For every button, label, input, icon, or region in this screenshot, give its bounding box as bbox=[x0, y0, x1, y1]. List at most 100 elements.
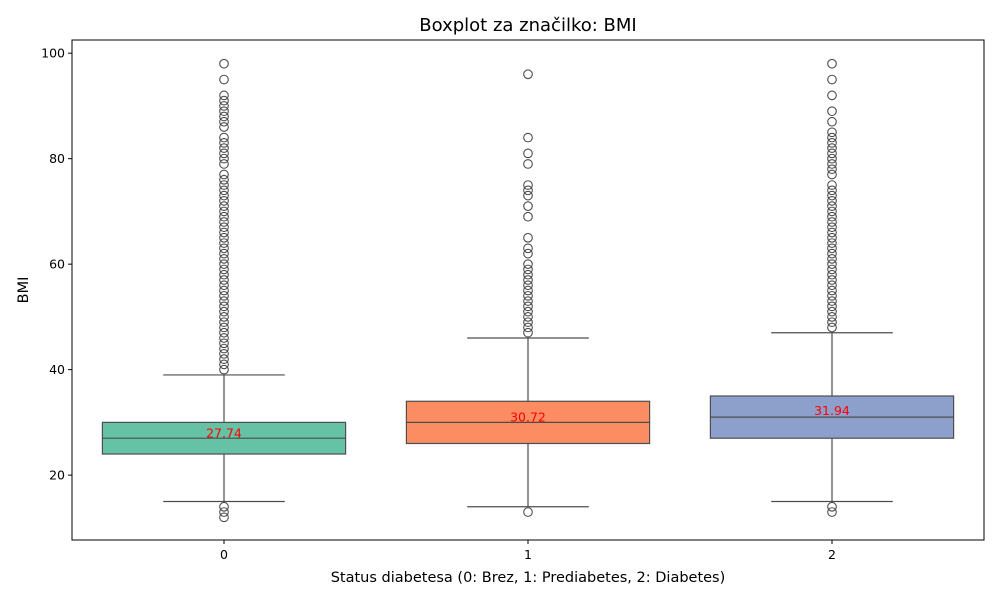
outlier-point bbox=[827, 269, 837, 280]
outlier-point bbox=[219, 180, 229, 190]
outlier-point bbox=[219, 196, 229, 206]
outlier-point bbox=[827, 190, 837, 201]
outlier-point bbox=[827, 280, 837, 291]
outlier-point bbox=[523, 211, 533, 222]
outlier-point bbox=[219, 264, 229, 275]
box-group: 27.74 30.72 31.94 bbox=[101, 58, 955, 523]
y-tick-label: 100 bbox=[41, 46, 65, 61]
outlier-point bbox=[219, 359, 229, 370]
outlier-point bbox=[523, 248, 533, 259]
outlier-point bbox=[219, 153, 229, 164]
outlier-point bbox=[219, 327, 229, 338]
outlier-point bbox=[523, 280, 533, 291]
outlier-point bbox=[523, 148, 533, 159]
x-axis-ticks: 0 1 2 bbox=[220, 540, 836, 562]
outlier-point bbox=[219, 285, 229, 296]
outlier-point bbox=[523, 180, 533, 190]
outlier-point bbox=[219, 116, 229, 127]
outlier-point bbox=[523, 69, 533, 80]
outlier-point bbox=[827, 116, 837, 127]
mean-label: 31.94 bbox=[814, 403, 850, 418]
outlier-point bbox=[827, 211, 837, 222]
outlier-point bbox=[219, 211, 229, 222]
outlier-point bbox=[219, 185, 229, 196]
outlier-point bbox=[219, 290, 229, 301]
outlier-point bbox=[219, 296, 229, 306]
outlier-point bbox=[827, 290, 837, 301]
y-axis-label: BMI bbox=[16, 277, 32, 304]
outlier-point bbox=[523, 243, 533, 254]
outlier-point bbox=[219, 259, 229, 270]
outlier-point bbox=[219, 222, 229, 233]
outlier-point bbox=[827, 153, 837, 164]
outlier-point bbox=[827, 74, 837, 85]
outlier-point bbox=[523, 259, 533, 270]
outlier-point bbox=[219, 122, 229, 132]
outlier-point bbox=[219, 338, 229, 349]
outlier-point bbox=[523, 201, 533, 211]
outlier-point bbox=[827, 217, 837, 227]
outlier-point bbox=[219, 169, 229, 180]
y-axis-ticks: 20 40 60 80 100 bbox=[41, 46, 72, 483]
outlier-point bbox=[523, 269, 533, 280]
outlier-point bbox=[523, 507, 533, 517]
y-tick-label: 60 bbox=[49, 257, 65, 272]
outlier-point bbox=[523, 285, 533, 296]
outlier-point bbox=[523, 312, 533, 322]
outlier-point bbox=[827, 106, 837, 117]
outlier-point bbox=[219, 159, 229, 169]
outlier-point bbox=[827, 301, 837, 312]
outlier-point bbox=[219, 254, 229, 264]
outlier-point bbox=[827, 507, 837, 517]
outlier-point bbox=[827, 169, 837, 180]
outlier-point bbox=[219, 354, 229, 364]
outlier-point bbox=[827, 322, 837, 333]
outlier-point bbox=[523, 296, 533, 306]
outlier-point bbox=[219, 58, 229, 69]
outlier-point bbox=[827, 275, 837, 285]
outlier-point bbox=[219, 306, 229, 317]
outlier-point bbox=[827, 137, 837, 148]
outlier-point bbox=[827, 296, 837, 306]
outlier-point bbox=[219, 243, 229, 254]
outlier-point bbox=[827, 317, 837, 328]
outlier-point bbox=[827, 159, 837, 169]
outlier-point bbox=[827, 264, 837, 275]
outlier-point bbox=[219, 174, 229, 185]
y-tick-label: 40 bbox=[49, 362, 65, 377]
mean-label: 27.74 bbox=[206, 425, 242, 440]
outlier-point bbox=[523, 301, 533, 312]
outlier-point bbox=[827, 196, 837, 206]
outlier-point bbox=[219, 348, 229, 359]
outlier-point bbox=[219, 74, 229, 85]
outlier-point bbox=[827, 127, 837, 138]
outlier-point bbox=[219, 90, 229, 101]
outlier-point bbox=[219, 280, 229, 291]
x-axis-label: Status diabetesa (0: Brez, 1: Prediabete… bbox=[331, 570, 726, 586]
outlier-point bbox=[523, 190, 533, 201]
outlier-point bbox=[827, 180, 837, 190]
outlier-point bbox=[219, 106, 229, 117]
outlier-point bbox=[219, 269, 229, 280]
box-0: 27.74 bbox=[101, 58, 347, 523]
outlier-point bbox=[219, 148, 229, 159]
outlier-point bbox=[827, 206, 837, 217]
outlier-point bbox=[219, 333, 229, 343]
outlier-point bbox=[219, 312, 229, 322]
outlier-point bbox=[523, 232, 533, 243]
outlier-point bbox=[219, 137, 229, 148]
y-tick-label: 80 bbox=[49, 151, 65, 166]
outlier-point bbox=[219, 248, 229, 259]
outlier-point bbox=[219, 206, 229, 217]
outlier-point bbox=[219, 95, 229, 106]
box-2: 31.94 bbox=[709, 58, 955, 517]
outlier-point bbox=[219, 101, 229, 111]
outlier-point bbox=[827, 259, 837, 270]
outlier-point bbox=[827, 243, 837, 254]
outlier-point bbox=[523, 159, 533, 169]
outlier-point bbox=[219, 217, 229, 227]
outlier-point bbox=[827, 164, 837, 175]
outlier-point bbox=[219, 343, 229, 354]
outlier-point bbox=[523, 306, 533, 317]
